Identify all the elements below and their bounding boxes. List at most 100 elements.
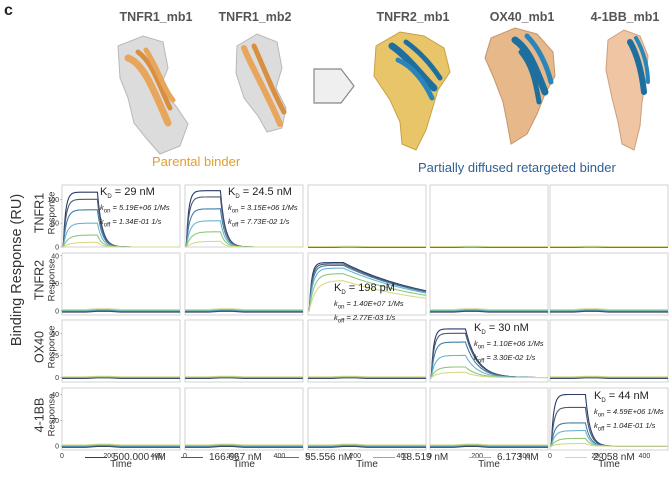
x-tick-label: 400 <box>397 453 409 460</box>
legend-item: 6.173 nM <box>469 452 539 463</box>
structure-4-1bb-mb1 <box>605 29 650 151</box>
kd-value: KD = 198 pM <box>334 282 395 297</box>
sensorgram-baseline <box>185 309 303 312</box>
koff-value: koff = 1.34E-01 1/s <box>100 216 162 229</box>
x-tick-label: 0 <box>306 453 310 460</box>
sensorgram-baseline <box>62 445 180 448</box>
panel-frame <box>61 184 181 248</box>
y-tick-label: 0 <box>55 444 59 451</box>
panel-frame <box>184 387 304 451</box>
sensorgram-panel: 0 20 40 <box>51 252 181 316</box>
sensorgram-curve <box>62 241 180 248</box>
sensorgram-baseline <box>62 443 180 446</box>
koff-value: koff = 1.04E-01 1/s <box>594 420 656 433</box>
sensorgram-baseline <box>550 375 668 378</box>
legend-label: 55.556 nM <box>305 452 353 463</box>
sensorgram-curve <box>308 267 427 312</box>
sensorgram-baseline <box>308 446 426 448</box>
sensorgram-baseline <box>430 445 548 447</box>
sensorgram-baseline <box>62 309 180 312</box>
sensorgram-panel: 0 200 400 Time <box>548 387 669 470</box>
y-tick-label: 40 <box>51 253 59 260</box>
x-tick-label: 200 <box>591 453 603 460</box>
structure-tnfr2-mb1 <box>373 31 451 151</box>
sensorgram-panel: 0 50 100 <box>47 184 181 252</box>
x-tick-label: 400 <box>274 453 286 460</box>
legend-item: 2.058 nM <box>565 452 635 463</box>
panel-letter: c <box>4 2 13 19</box>
panel-frame <box>307 387 427 451</box>
sensorgram-curve <box>308 264 427 312</box>
sensorgram-baseline <box>430 445 548 448</box>
sensorgram-panel: 0 25 50 <box>51 319 181 383</box>
sensorgram-baseline <box>308 445 426 447</box>
sensorgram-baseline <box>550 308 668 311</box>
sensorgram-baseline <box>308 445 426 448</box>
legend-swatch-icon <box>277 456 299 458</box>
y-tick-label: 0 <box>55 375 59 382</box>
sensorgram-baseline <box>550 309 668 312</box>
sensorgram-curve <box>185 240 303 248</box>
protein-title-tnfr1-mb1: TNFR1_mb1 <box>119 10 193 24</box>
panel-frame <box>61 319 181 383</box>
kon-value: kon = 1.40E+07 1/Ms <box>334 299 404 311</box>
panel-frame <box>307 319 427 383</box>
sensorgram-baseline <box>430 444 548 446</box>
sensorgram-baseline <box>185 308 303 310</box>
sensorgram-panel <box>549 184 669 248</box>
legend-item: 55.556 nM <box>277 452 352 463</box>
y-tick-label: 20 <box>51 281 59 288</box>
koff-value: koff = 7.73E-02 1/s <box>228 216 290 229</box>
sensorgram-baseline <box>62 445 180 447</box>
kinetics-annotation: KD = 30 nM kon = 1.10E+06 1/Ms koff = 3.30… <box>474 322 544 366</box>
x-axis-title: Time <box>110 459 132 470</box>
panel-frame <box>549 387 669 451</box>
sensorgram-baseline <box>62 444 180 446</box>
koff-value: koff = 3.30E-02 1/s <box>474 352 536 365</box>
sensorgram-baseline <box>430 310 548 313</box>
sensorgram-baseline <box>430 310 548 313</box>
panel-frame <box>307 184 427 248</box>
sensorgram-panel <box>307 184 427 248</box>
sensorgram-panel: 0 200 400 Time <box>306 387 427 470</box>
x-tick-label: 0 <box>548 453 552 460</box>
sensorgram-baseline <box>185 310 303 313</box>
x-tick-label: 0 <box>428 453 432 460</box>
structure-ox40-mb1 <box>484 27 556 145</box>
kinetics-annotation: KD = 29 nM kon = 5.19E+06 1/Ms koff = 1.34… <box>100 186 170 230</box>
legend-item: 18.519 nM <box>373 452 448 463</box>
sensorgram-baseline <box>185 443 303 446</box>
kinetics-annotation: KD = 44 nM kon = 4.59E+06 1/Ms koff = 1.04… <box>594 390 664 434</box>
sensorgram-panel <box>549 319 669 383</box>
x-tick-label: 200 <box>349 453 361 460</box>
protein-title-4-1bb-mb1: 4-1BB_mb1 <box>590 10 660 24</box>
sensorgram-baseline <box>550 309 668 312</box>
panel-frame <box>549 319 669 383</box>
x-tick-label: 200 <box>226 453 238 460</box>
legend-item: 166.667 nM <box>181 452 262 463</box>
legend-swatch-icon <box>469 456 491 458</box>
kinetics-annotation: KD = 198 pM kon = 1.40E+07 1/Ms koff = 2.7… <box>334 282 404 326</box>
x-axis-title: Time <box>478 459 500 470</box>
panel-frame <box>184 319 304 383</box>
koff-value: koff = 2.77E-03 1/s <box>334 312 396 325</box>
sensorgram-baseline <box>62 309 180 312</box>
legend-swatch-icon <box>85 456 107 458</box>
concentration-legend: 500.000 nM 166.667 nM 55.556 nM 18.519 nM 6.… <box>85 452 665 466</box>
sensorgram-panel <box>307 252 427 316</box>
panel-frame <box>429 184 549 248</box>
x-axis-title: Time <box>233 459 255 470</box>
structure-tnfr1-mb2 <box>235 33 287 133</box>
sensorgram-baseline <box>62 308 180 310</box>
kd-value: KD = 29 nM <box>100 186 155 201</box>
x-tick-label: 400 <box>519 453 531 460</box>
sensorgram-panel <box>307 319 427 383</box>
sensorgram-panel <box>184 319 304 383</box>
y-tick-label: 40 <box>51 392 59 399</box>
sensorgram-curve <box>308 273 427 312</box>
sensorgram-baseline <box>430 309 548 312</box>
y-tick-label: 0 <box>55 245 59 252</box>
sensorgram-baseline <box>430 309 548 312</box>
sensorgram-baseline <box>185 445 303 447</box>
